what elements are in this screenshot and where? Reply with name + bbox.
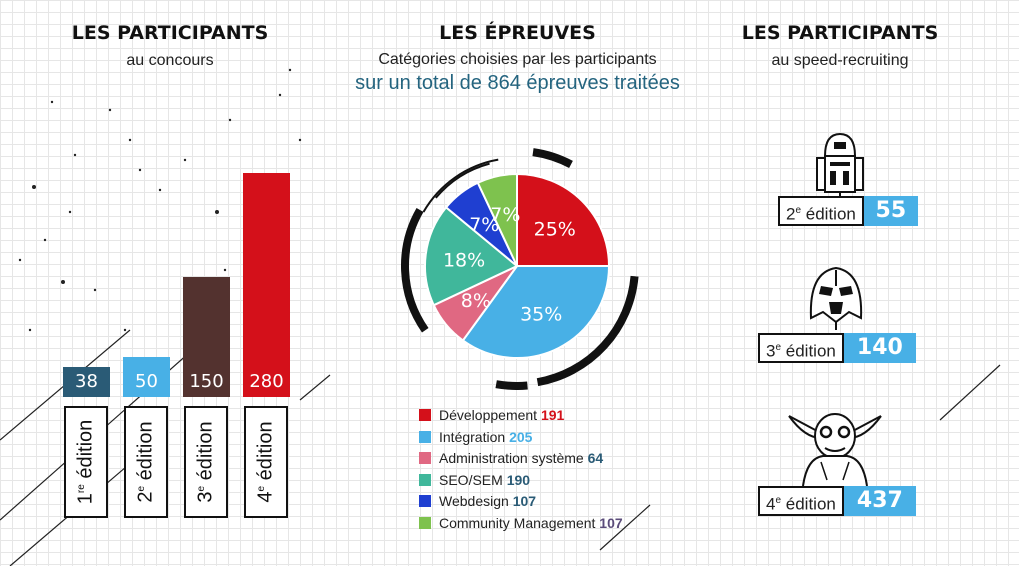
- legend-item: Webdesign 107: [419, 493, 536, 511]
- legend-label: Développement: [439, 407, 541, 423]
- legend-label: Administration système: [439, 450, 588, 466]
- pie-slice: [424, 205, 519, 307]
- legend-label: Intégration: [439, 428, 510, 445]
- legend-label: Community Management: [439, 514, 600, 531]
- decorative-arc: [422, 158, 499, 213]
- legend-value: 191: [540, 407, 565, 423]
- categories-pie-chart: 25% 35% 8% 18% 7%7%: [401, 148, 639, 390]
- bar-value-label: 38: [75, 371, 98, 392]
- edition-label: 3e édition: [194, 421, 217, 503]
- bar-value-label: 280: [249, 371, 284, 392]
- legend-swatch: [419, 409, 431, 421]
- pie-slice: [461, 265, 611, 359]
- edition-label: 1re édition: [74, 419, 97, 505]
- participant-count: 55: [863, 196, 918, 226]
- edition-label: 4e édition: [254, 421, 277, 503]
- speed-recruiting-badge: 3e édition 140: [758, 333, 916, 363]
- decorative-arc: [435, 162, 490, 199]
- pie-slice-label: 7%: [490, 204, 520, 226]
- legend-value: 64: [587, 450, 604, 466]
- bar-value-label: 150: [189, 371, 224, 392]
- legend-label: SEO/SEM: [439, 471, 507, 488]
- left-title: LES PARTICIPANTS: [71, 22, 269, 44]
- legend-item: Administration système 64: [419, 450, 603, 468]
- pie-slice-label: 35%: [520, 304, 562, 326]
- legend-item: Community Management 107: [419, 515, 623, 533]
- legend-item: Développement 191: [419, 407, 564, 425]
- pie-slice-label: 7%: [469, 214, 499, 236]
- bar-4: [243, 173, 290, 397]
- bar-2: [123, 357, 170, 397]
- participant-count: 437: [843, 486, 916, 516]
- darth-vader-icon: [809, 266, 863, 330]
- edition-label: 2e édition: [134, 421, 157, 503]
- middle-total: sur un total de 864 épreuves traitées: [355, 72, 680, 94]
- participant-count: 140: [843, 333, 916, 363]
- pie-slice-label: 25%: [534, 218, 576, 240]
- right-title: LES PARTICIPANTS: [741, 22, 939, 44]
- decorative-arc: [532, 148, 573, 169]
- legend-swatch: [419, 516, 431, 529]
- legend-value: 205: [509, 428, 533, 445]
- middle-title: LES ÉPREUVES: [439, 22, 596, 44]
- legend-value: 107: [599, 514, 623, 531]
- left-subtitle: au concours: [126, 52, 214, 69]
- legend-item: Intégration 205: [419, 429, 532, 447]
- edition-label: 3e édition: [758, 333, 844, 363]
- edition-label-box: 1re édition: [64, 406, 108, 518]
- pie-slice-label: 18%: [443, 249, 485, 271]
- edition-label: 2e édition: [778, 196, 864, 226]
- legend-item: SEO/SEM 190: [419, 472, 530, 490]
- legend-swatch: [419, 452, 431, 464]
- decorative-arc: [401, 208, 429, 333]
- bar-1: [63, 367, 110, 397]
- legend-value: 107: [512, 493, 537, 509]
- decorative-arc: [495, 380, 528, 390]
- legend-label: Webdesign: [439, 493, 513, 509]
- edition-label: 4e édition: [758, 486, 844, 516]
- edition-label-box: 2e édition: [124, 406, 168, 518]
- pie-slice: [476, 172, 518, 267]
- pie-slice: [516, 172, 611, 267]
- legend-swatch: [419, 430, 431, 443]
- r2d2-icon: [816, 132, 864, 198]
- bar-3: [183, 277, 230, 397]
- right-subtitle: au speed-recruiting: [771, 52, 909, 69]
- legend-swatch: [419, 473, 431, 486]
- edition-label-box: 4e édition: [244, 406, 288, 518]
- middle-subtitle: Catégories choisies par les participants: [378, 51, 657, 68]
- pie-slice-label: 8%: [461, 290, 491, 312]
- legend-swatch: [419, 495, 431, 507]
- stars: [18, 68, 302, 332]
- legend-value: 190: [506, 471, 531, 488]
- yoda-icon: [788, 413, 882, 486]
- speed-recruiting-badge: 2e édition 55: [778, 196, 918, 226]
- bar-value-label: 50: [135, 371, 158, 392]
- edition-label-box: 3e édition: [184, 406, 228, 518]
- speed-recruiting-badge: 4e édition 437: [758, 486, 916, 516]
- decorative-arc: [536, 275, 639, 387]
